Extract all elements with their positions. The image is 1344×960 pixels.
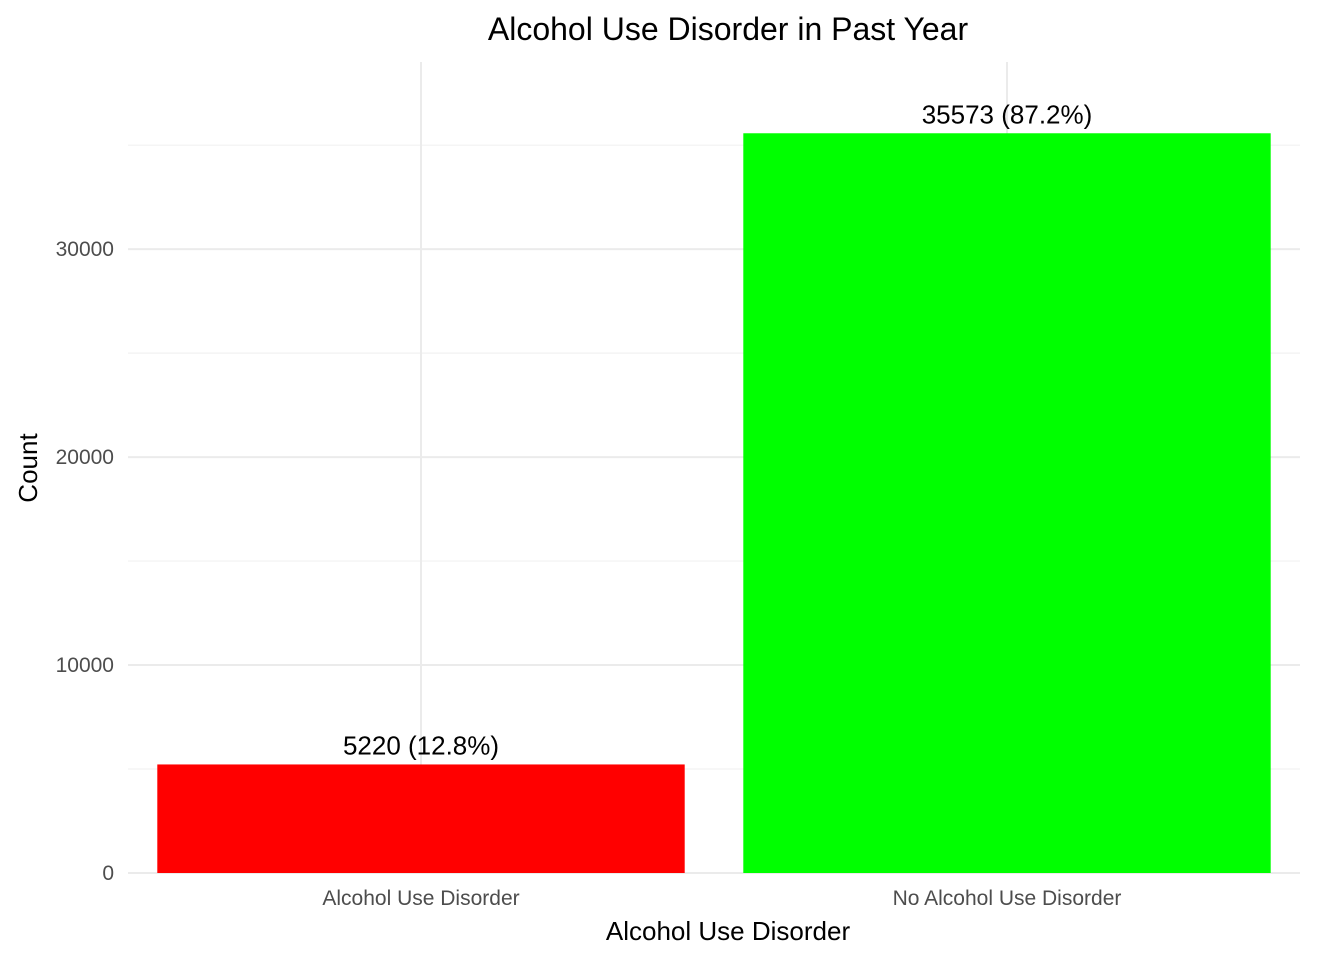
x-axis-ticks: Alcohol Use Disorder No Alcohol Use Disor… bbox=[322, 887, 1121, 910]
bar-data-label: 35573 (87.2%) bbox=[922, 99, 1093, 129]
bar-data-label: 5220 (12.8%) bbox=[343, 730, 499, 760]
x-axis-title: Alcohol Use Disorder bbox=[606, 916, 851, 946]
chart-title: Alcohol Use Disorder in Past Year bbox=[488, 11, 969, 47]
bar bbox=[157, 764, 685, 873]
x-tick-label: Alcohol Use Disorder bbox=[322, 887, 519, 910]
y-tick-label: 0 bbox=[102, 862, 114, 885]
bar-labels: 5220 (12.8%) 35573 (87.2%) bbox=[343, 99, 1092, 760]
y-tick-label: 10000 bbox=[56, 654, 114, 677]
bars bbox=[157, 133, 1271, 873]
y-axis-ticks: 0 10000 20000 30000 bbox=[56, 238, 114, 885]
y-axis-title: Count bbox=[13, 433, 43, 503]
bar bbox=[743, 133, 1271, 873]
x-tick-label: No Alcohol Use Disorder bbox=[893, 887, 1122, 910]
y-tick-label: 30000 bbox=[56, 238, 114, 261]
y-tick-label: 20000 bbox=[56, 446, 114, 469]
